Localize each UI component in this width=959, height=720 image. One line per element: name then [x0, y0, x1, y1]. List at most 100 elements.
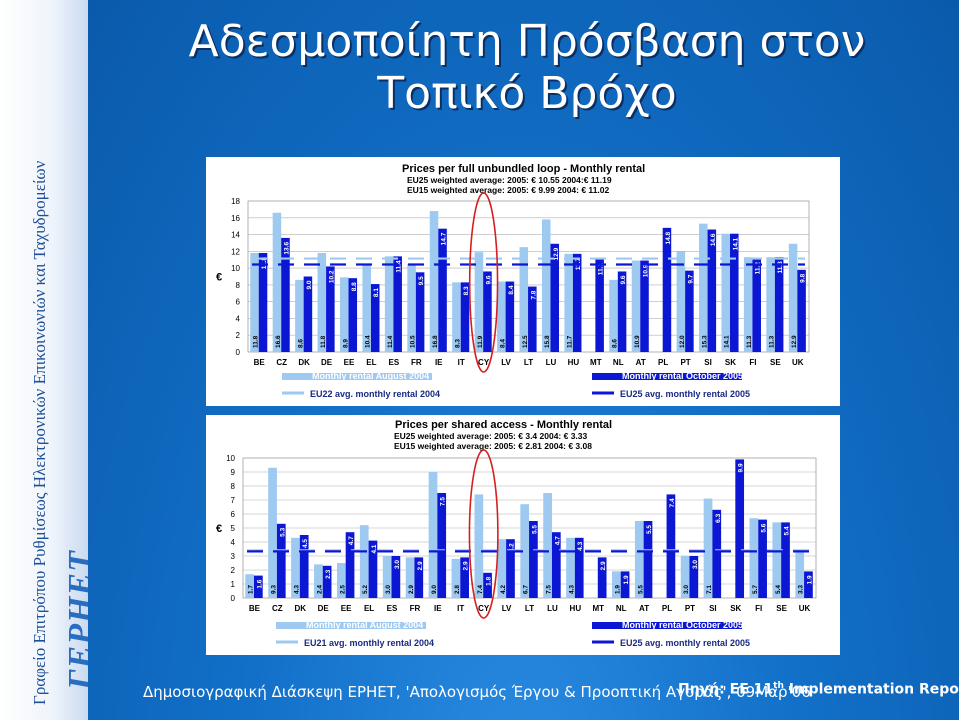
- bar-august-2004-ee: [340, 277, 349, 352]
- bar-august-2004-de: [314, 564, 323, 598]
- data-label: 12.9: [791, 335, 798, 348]
- chart-title: Prices per full unbundled loop - Monthly…: [402, 163, 645, 175]
- data-label: 4.2: [500, 585, 507, 594]
- data-label: 16.6: [275, 335, 282, 348]
- bar-october-2005-lv: [505, 281, 515, 352]
- x-tick-label: LU: [547, 604, 558, 613]
- bar-august-2004-fi: [749, 518, 759, 598]
- bar-august-2004-it: [451, 558, 461, 598]
- x-tick-label: MT: [592, 604, 604, 613]
- y-axis-label: €: [216, 272, 222, 284]
- data-label: 10.9: [643, 264, 650, 277]
- bar-october-2005-be: [254, 575, 263, 598]
- bar-august-2004-uk: [788, 243, 798, 352]
- x-tick-label: NL: [613, 358, 624, 367]
- bar-august-2004-nl: [612, 571, 621, 598]
- data-label: 11.1: [598, 263, 605, 276]
- bar-august-2004-es: [384, 256, 394, 352]
- bar-october-2005-nl: [620, 571, 630, 598]
- bar-october-2005-it: [460, 282, 470, 352]
- data-label: 4.3: [577, 541, 584, 550]
- x-tick-label: CY: [478, 604, 490, 613]
- data-label: 15.8: [544, 335, 551, 348]
- x-tick-label: ES: [387, 604, 398, 613]
- y-tick-label: 5: [231, 524, 236, 533]
- bar-october-2005-hu: [572, 253, 582, 352]
- data-label: 5.5: [637, 585, 644, 594]
- y-tick-label: 10: [226, 454, 235, 463]
- data-label: 4.5: [302, 539, 309, 548]
- footer-source-sup: th: [773, 681, 784, 691]
- chart-title: Prices per shared access - Monthly renta…: [395, 419, 612, 431]
- legend-swatch: [282, 373, 432, 380]
- x-tick-label: PL: [662, 604, 672, 613]
- chart-full-unbundled-loop-svg: Prices per full unbundled loop - Monthly…: [216, 163, 810, 399]
- bar-october-2005-cy: [483, 271, 492, 352]
- bar-october-2005-ee: [345, 532, 355, 598]
- data-label: 2.5: [339, 585, 346, 594]
- y-tick-label: 18: [231, 197, 240, 206]
- slide-title: Αδεσμοποίητη Πρόσβαση στον Τοπικό Βρόχο: [92, 16, 959, 120]
- bar-october-2005-it: [460, 557, 469, 598]
- bar-august-2004-pt: [680, 556, 690, 598]
- chart-shared-access-svg: Prices per shared access - Monthly renta…: [216, 419, 817, 648]
- highlight-ellipse: [468, 449, 499, 619]
- data-label: 4.3: [569, 585, 576, 594]
- data-label: 9.6: [620, 275, 627, 284]
- bar-october-2005-lu: [550, 243, 560, 352]
- data-label: 11.8: [320, 335, 327, 348]
- y-tick-label: 8: [236, 281, 241, 290]
- x-tick-label: UK: [792, 358, 804, 367]
- x-tick-label: PT: [685, 604, 695, 613]
- data-label: 8.4: [508, 285, 515, 294]
- data-label: 7.1: [706, 585, 713, 594]
- data-label: 7.5: [546, 585, 553, 594]
- bar-august-2004-ie: [429, 211, 439, 352]
- footer-press-conference: Δημοσιογραφική Διάσκεψη ΕΡΗΕΤ, 'Απολογισ…: [143, 683, 811, 701]
- data-label: 12.5: [522, 335, 529, 348]
- bar-october-2005-el: [368, 540, 378, 598]
- bar-october-2005-dk: [303, 276, 313, 352]
- y-tick-label: 6: [231, 510, 236, 519]
- data-label: 1.8: [486, 576, 493, 585]
- bar-october-2005-mt: [595, 258, 604, 352]
- y-axis-label: €: [216, 523, 222, 535]
- data-label: 9.9: [738, 463, 745, 472]
- bar-august-2004-lt: [519, 247, 529, 352]
- bar-august-2004-dk: [291, 537, 300, 598]
- data-label: 10.2: [328, 270, 335, 283]
- x-tick-label: SK: [725, 358, 736, 367]
- y-tick-label: 7: [231, 496, 236, 505]
- bar-october-2005-mt: [597, 557, 607, 598]
- data-label: 11.8: [261, 257, 268, 270]
- bar-august-2004-lv: [497, 539, 507, 598]
- data-label: 8.1: [373, 288, 380, 297]
- x-tick-label: AT: [639, 604, 649, 613]
- data-label: 9.6: [485, 275, 492, 284]
- bar-october-2005-at: [643, 521, 653, 598]
- bar-august-2004-dk: [295, 279, 304, 352]
- x-tick-label: FI: [749, 358, 756, 367]
- bar-august-2004-hu: [566, 537, 575, 598]
- bar-october-2005-be: [258, 253, 268, 352]
- left-sidebar: Γραφείο Επιτρόπου Ρυθμίσεως Ηλεκτρονικών…: [0, 0, 99, 720]
- data-label: 8.9: [342, 339, 349, 348]
- data-label: 14.7: [441, 232, 448, 245]
- data-label: 5.6: [761, 523, 768, 532]
- bar-october-2005-fi: [758, 519, 767, 598]
- y-tick-label: 10: [231, 264, 240, 273]
- x-tick-label: SE: [776, 604, 787, 613]
- data-label: 11.8: [253, 335, 260, 348]
- bar-october-2005-at: [640, 260, 649, 352]
- y-tick-label: 4: [236, 314, 241, 323]
- data-label: 8.6: [297, 339, 304, 348]
- data-label: 11.4: [387, 335, 394, 348]
- x-tick-label: LU: [546, 358, 557, 367]
- bar-october-2005-lt: [528, 286, 537, 352]
- bar-august-2004-es: [382, 556, 392, 598]
- data-label: 11.9: [477, 335, 484, 348]
- chart-subtitle-line: EU25 weighted average: 2005: € 3.4 2004:…: [394, 431, 588, 441]
- x-tick-label: IE: [435, 358, 443, 367]
- y-tick-label: 1: [231, 580, 236, 589]
- data-label: 2.4: [316, 585, 323, 594]
